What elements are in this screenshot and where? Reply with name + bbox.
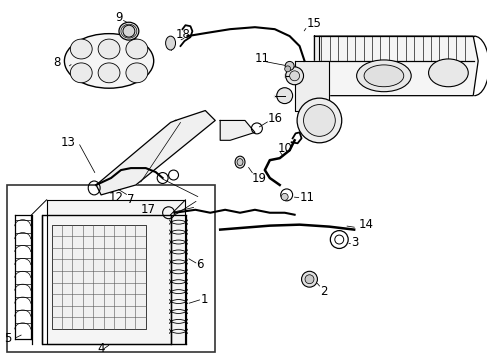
Ellipse shape	[126, 63, 147, 83]
Text: 4: 4	[97, 342, 104, 355]
Text: 7: 7	[127, 193, 134, 206]
Ellipse shape	[70, 39, 92, 59]
Text: 9: 9	[115, 11, 122, 24]
Text: 14: 14	[358, 218, 373, 231]
Ellipse shape	[122, 25, 135, 37]
Text: 1: 1	[200, 293, 207, 306]
Text: 10: 10	[277, 142, 292, 155]
Ellipse shape	[235, 156, 244, 168]
Ellipse shape	[165, 36, 175, 50]
Bar	[41, 215, 170, 344]
Ellipse shape	[281, 193, 287, 201]
Text: 18: 18	[176, 28, 190, 41]
Ellipse shape	[284, 66, 290, 72]
Polygon shape	[314, 36, 477, 96]
Ellipse shape	[237, 159, 243, 166]
Polygon shape	[314, 36, 319, 96]
Ellipse shape	[119, 22, 139, 40]
Text: 17: 17	[141, 203, 155, 216]
Polygon shape	[294, 61, 328, 111]
Text: 12: 12	[108, 192, 123, 204]
Text: 11: 11	[299, 192, 314, 204]
Ellipse shape	[297, 98, 341, 143]
Ellipse shape	[98, 39, 120, 59]
Polygon shape	[46, 200, 185, 344]
Ellipse shape	[305, 275, 313, 284]
Ellipse shape	[364, 65, 403, 87]
Text: 2: 2	[320, 285, 327, 298]
Text: 8: 8	[53, 57, 60, 69]
Text: 5: 5	[4, 332, 12, 345]
Bar	[7, 185, 215, 352]
Ellipse shape	[356, 60, 410, 92]
Text: 11: 11	[254, 53, 269, 66]
Ellipse shape	[285, 62, 293, 70]
Ellipse shape	[98, 63, 120, 83]
Text: 16: 16	[267, 112, 282, 125]
Ellipse shape	[301, 271, 317, 287]
Ellipse shape	[126, 39, 147, 59]
Text: 6: 6	[196, 258, 203, 271]
Ellipse shape	[285, 67, 303, 85]
Polygon shape	[220, 121, 254, 140]
Text: 13: 13	[61, 136, 75, 149]
Ellipse shape	[289, 71, 299, 81]
Text: 3: 3	[350, 236, 358, 249]
Ellipse shape	[276, 88, 292, 104]
Ellipse shape	[303, 105, 335, 136]
Text: 19: 19	[251, 171, 266, 185]
Text: 15: 15	[306, 17, 321, 30]
Bar	[51, 225, 145, 329]
Ellipse shape	[70, 63, 92, 83]
Polygon shape	[96, 111, 215, 195]
Ellipse shape	[427, 59, 468, 87]
Ellipse shape	[64, 33, 153, 88]
